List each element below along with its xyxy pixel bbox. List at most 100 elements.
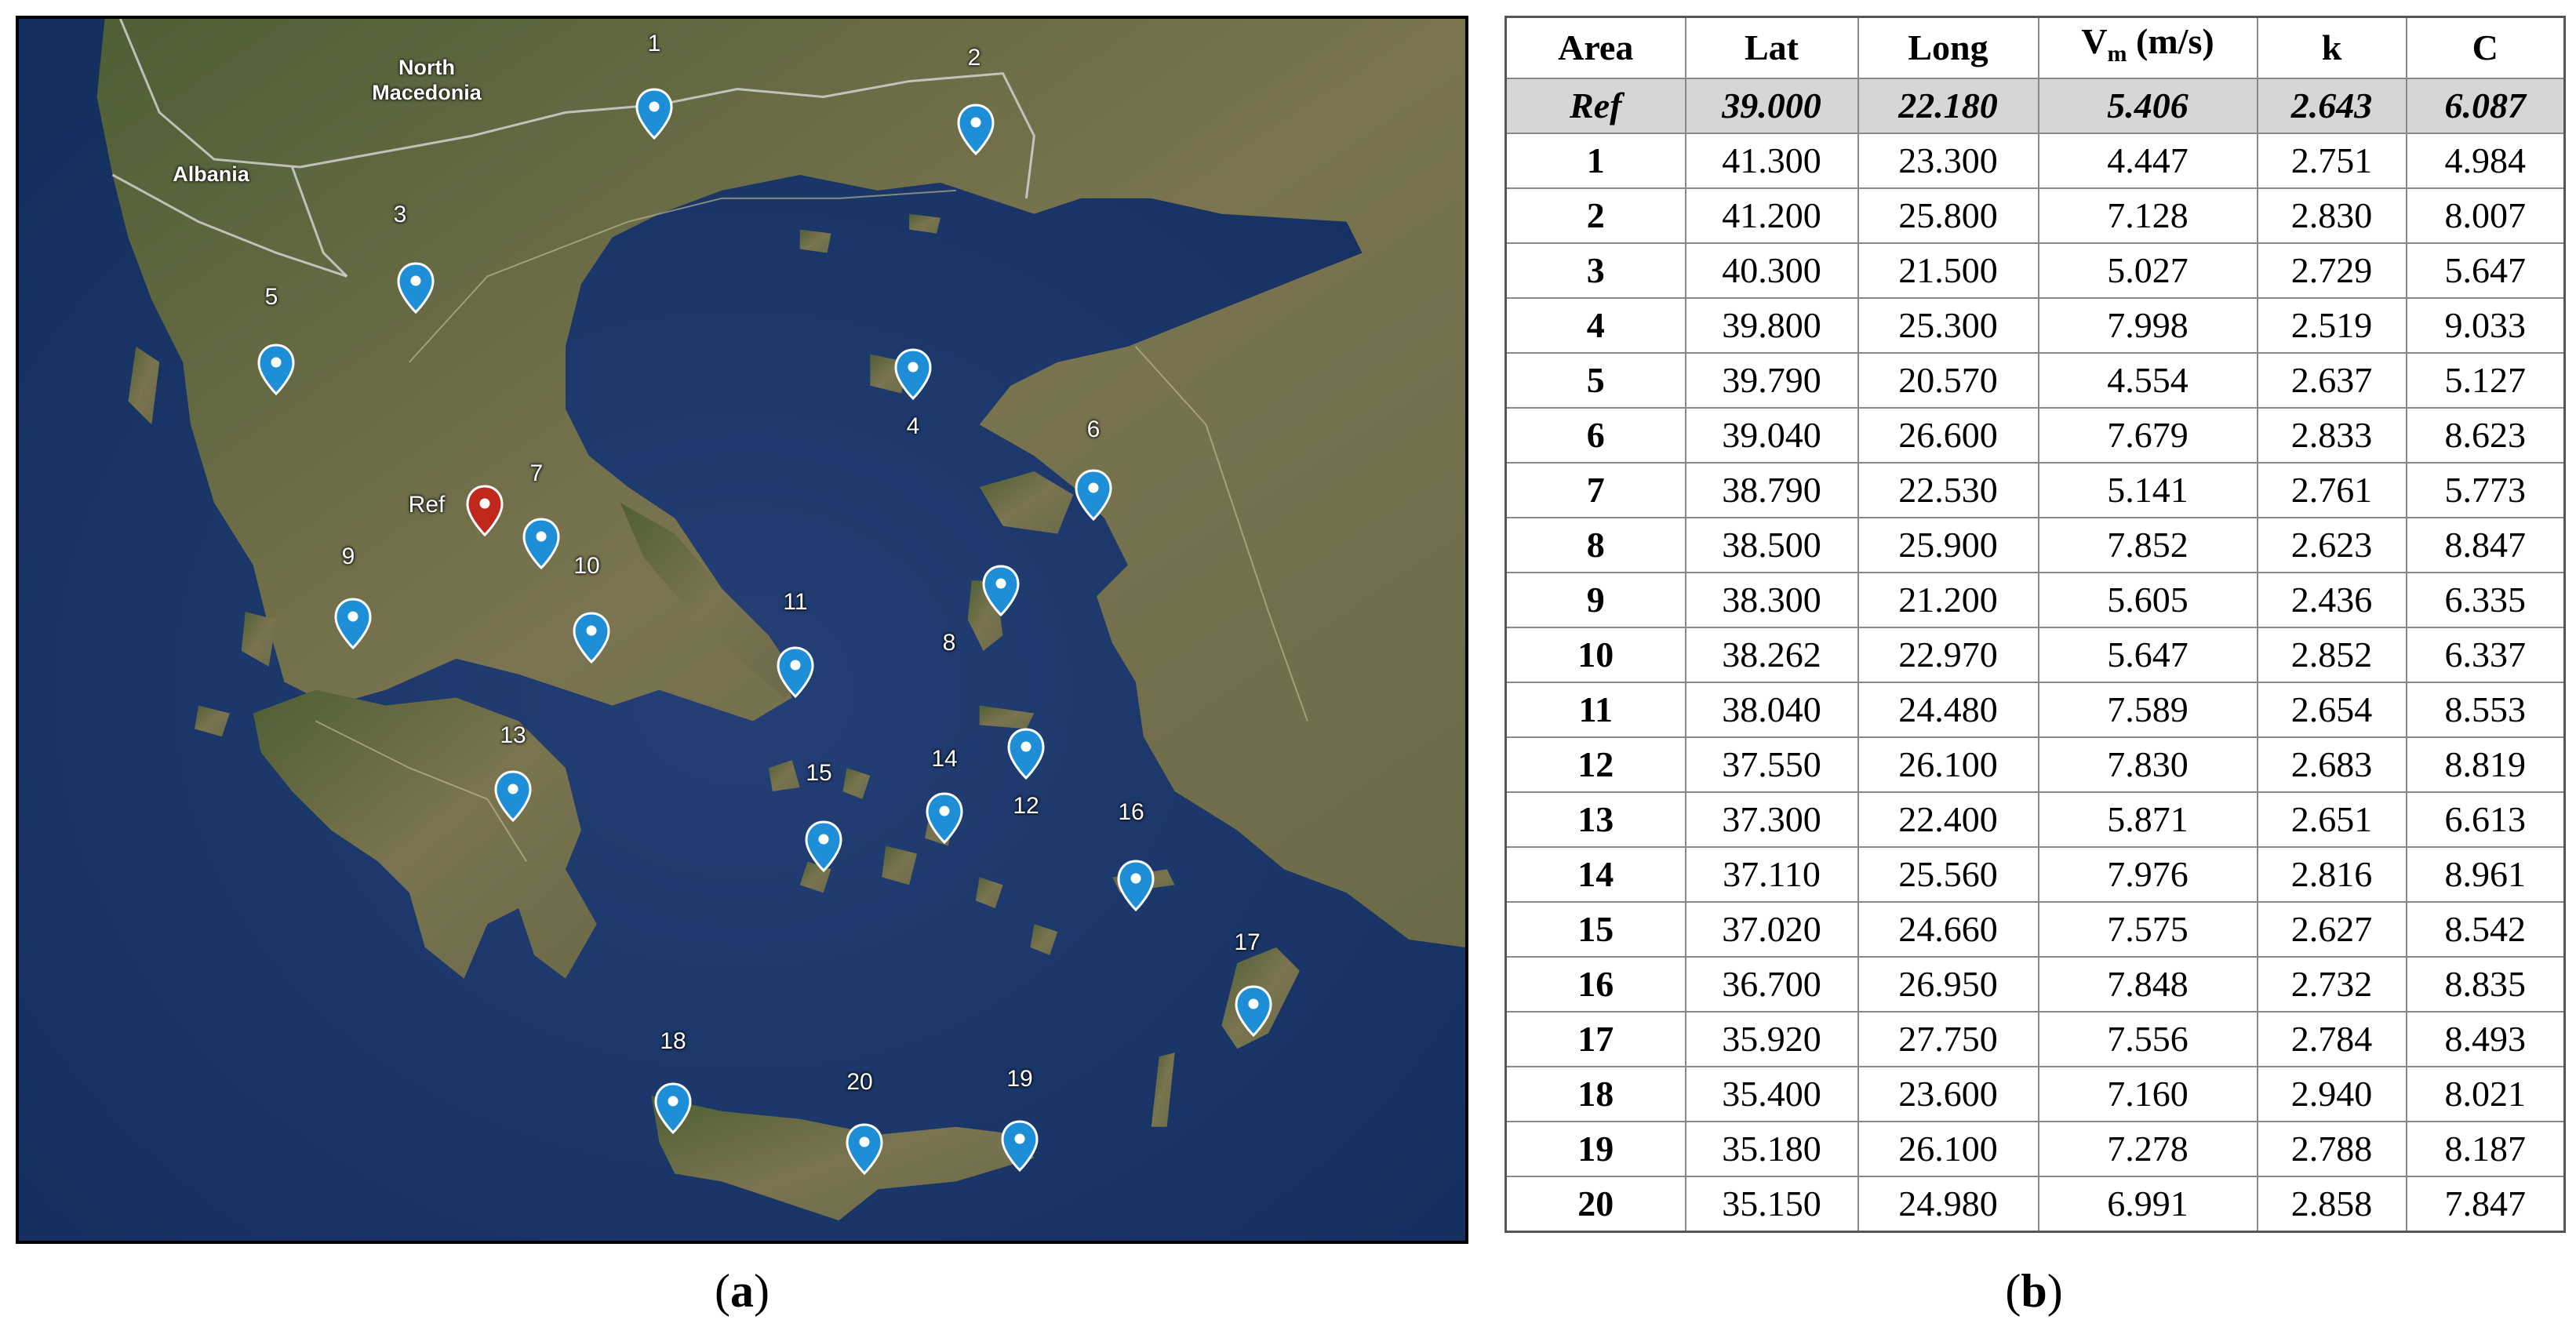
map-label-area: 3	[393, 202, 407, 227]
cell-vm: 7.998	[2037, 297, 2258, 354]
cell-lat: 41.300	[1684, 133, 1859, 190]
map-pin-icon[interactable]	[1116, 860, 1155, 911]
map-label-area: 1	[647, 31, 661, 56]
cell-lat: 35.150	[1684, 1176, 1859, 1233]
cell-c: 8.835	[2405, 956, 2566, 1013]
cell-lat: 35.920	[1684, 1011, 1859, 1068]
map-label-area: 2	[967, 45, 981, 71]
map-pin-icon[interactable]	[257, 344, 296, 395]
caption-b: (b)	[2005, 1265, 2063, 1317]
cell-area: Ref	[1504, 78, 1686, 135]
cell-lat: 38.040	[1684, 682, 1859, 739]
map-pin-icon[interactable]	[1234, 985, 1273, 1037]
table-row: 3 40.300 21.500 5.027 2.729 5.647	[1504, 242, 2566, 300]
country-label-line: Macedonia	[372, 81, 482, 104]
cell-area: 10	[1504, 627, 1686, 684]
cell-c: 5.647	[2405, 242, 2566, 300]
table-row: 16 36.700 26.950 7.848 2.732 8.835	[1504, 956, 2566, 1013]
cell-vm: 5.605	[2037, 572, 2258, 629]
map-pin-icon[interactable]	[333, 598, 373, 649]
cell-k: 2.940	[2256, 1066, 2407, 1123]
cell-lat: 39.000	[1684, 78, 1859, 135]
cell-long: 24.660	[1857, 901, 2039, 958]
map-pin-icon[interactable]	[776, 646, 815, 698]
cell-c: 6.087	[2405, 78, 2566, 135]
map-pin-icon[interactable]	[981, 565, 1021, 616]
cell-long: 24.980	[1857, 1176, 2039, 1233]
map-label-area: 12	[1013, 793, 1039, 819]
map-pin-icon[interactable]	[1074, 469, 1113, 521]
map-label-area: 18	[660, 1028, 686, 1054]
map-pin-icon[interactable]	[635, 88, 674, 140]
map-pin-icon[interactable]	[572, 612, 611, 664]
map-pin-icon[interactable]	[522, 518, 561, 569]
cell-k: 2.830	[2256, 187, 2407, 245]
cell-vm: 4.447	[2037, 133, 2258, 190]
cell-k: 2.732	[2256, 956, 2407, 1013]
cell-long: 21.500	[1857, 242, 2039, 300]
cell-area: 6	[1504, 407, 1686, 464]
map-label-area: 9	[341, 544, 355, 569]
cell-vm: 5.871	[2037, 791, 2258, 849]
cell-k: 2.643	[2256, 78, 2407, 135]
cell-vm: 5.141	[2037, 462, 2258, 519]
map-pin-icon[interactable]	[956, 104, 995, 155]
map-pin-icon[interactable]	[893, 348, 933, 400]
cell-long: 26.100	[1857, 736, 2039, 794]
cell-c: 8.021	[2405, 1066, 2566, 1123]
cell-k: 2.816	[2256, 846, 2407, 904]
map-pin-icon[interactable]	[493, 770, 533, 822]
map-label-area: 11	[783, 589, 808, 615]
country-label-line: North	[398, 56, 455, 79]
cell-area: 4	[1504, 297, 1686, 354]
map-label-area: 10	[573, 553, 600, 579]
cell-c: 8.961	[2405, 846, 2566, 904]
cell-c: 4.984	[2405, 133, 2566, 190]
country-label-albania: Albania	[152, 162, 270, 187]
cell-lat: 36.700	[1684, 956, 1859, 1013]
map-label-area: 16	[1118, 799, 1144, 825]
map-pin-icon[interactable]	[925, 792, 964, 844]
map-label-area: 8	[942, 630, 956, 656]
cell-area: 12	[1504, 736, 1686, 794]
cell-k: 2.436	[2256, 572, 2407, 629]
table-row: 6 39.040 26.600 7.679 2.833 8.623	[1504, 407, 2566, 464]
table-row: 12 37.550 26.100 7.830 2.683 8.819	[1504, 736, 2566, 794]
map-pin-icon[interactable]	[1000, 1120, 1039, 1172]
cell-vm: 7.575	[2037, 901, 2258, 958]
map-pin-reference-icon[interactable]	[465, 485, 504, 536]
map-label-area: 17	[1234, 929, 1261, 955]
cell-lat: 39.040	[1684, 407, 1859, 464]
header-vm-subscript: m	[2107, 41, 2127, 67]
map-pin-icon[interactable]	[845, 1123, 884, 1175]
table-row-ref: Ref 39.000 22.180 5.406 2.643 6.087	[1504, 78, 2566, 135]
map-pin-icon[interactable]	[653, 1082, 693, 1134]
cell-area: 9	[1504, 572, 1686, 629]
satellite-map[interactable]: North Macedonia Albania 1 2 3 4 5 6 7 8 9 10 11 12 1…	[16, 16, 1468, 1244]
table-row: 14 37.110 25.560 7.976 2.816 8.961	[1504, 846, 2566, 904]
caption-b-letter: b	[2021, 1265, 2047, 1317]
cell-lat: 35.400	[1684, 1066, 1859, 1123]
table-row: 18 35.400 23.600 7.160 2.940 8.021	[1504, 1066, 2566, 1123]
cell-long: 25.300	[1857, 297, 2039, 354]
map-pin-icon[interactable]	[1006, 728, 1046, 780]
cell-area: 5	[1504, 352, 1686, 409]
cell-area: 16	[1504, 956, 1686, 1013]
table-row: 9 38.300 21.200 5.605 2.436 6.335	[1504, 572, 2566, 629]
map-pin-icon[interactable]	[396, 262, 435, 314]
cell-c: 8.542	[2405, 901, 2566, 958]
cell-lat: 37.020	[1684, 901, 1859, 958]
map-pin-icon[interactable]	[804, 820, 843, 872]
cell-k: 2.683	[2256, 736, 2407, 794]
cell-long: 22.400	[1857, 791, 2039, 849]
caption-a: (a)	[715, 1265, 770, 1317]
cell-k: 2.858	[2256, 1176, 2407, 1233]
cell-area: 11	[1504, 682, 1686, 739]
cell-c: 8.623	[2405, 407, 2566, 464]
cell-lat: 37.550	[1684, 736, 1859, 794]
cell-lat: 37.300	[1684, 791, 1859, 849]
map-label-area: 7	[529, 460, 544, 486]
table-row: 17 35.920 27.750 7.556 2.784 8.493	[1504, 1011, 2566, 1068]
cell-k: 2.627	[2256, 901, 2407, 958]
cell-vm: 7.848	[2037, 956, 2258, 1013]
